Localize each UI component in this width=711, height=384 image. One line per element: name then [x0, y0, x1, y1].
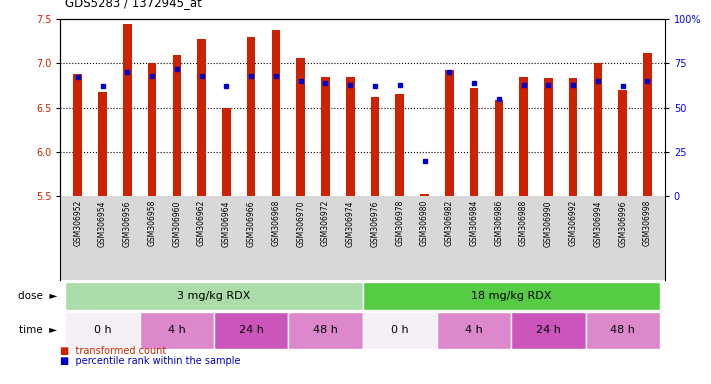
Text: GSM306996: GSM306996 [618, 200, 627, 247]
Text: ■  transformed count: ■ transformed count [60, 346, 166, 356]
Text: 0 h: 0 h [391, 325, 409, 335]
Text: GSM306964: GSM306964 [222, 200, 231, 247]
Bar [594, 63, 602, 196]
Text: GSM306956: GSM306956 [123, 200, 132, 247]
Text: GSM306990: GSM306990 [544, 200, 553, 247]
Bar [395, 94, 404, 196]
Bar [544, 78, 552, 196]
Bar [619, 90, 627, 196]
Text: GSM306994: GSM306994 [594, 200, 602, 247]
Text: 24 h: 24 h [536, 325, 561, 335]
Text: GSM306968: GSM306968 [272, 200, 280, 247]
Text: GSM306976: GSM306976 [370, 200, 380, 247]
Bar [643, 53, 652, 196]
Bar [288, 312, 363, 349]
Text: GSM306970: GSM306970 [296, 200, 305, 247]
Text: GSM306982: GSM306982 [445, 200, 454, 246]
Bar [437, 312, 511, 349]
Text: 4 h: 4 h [168, 325, 186, 335]
Text: time  ►: time ► [18, 325, 57, 335]
Text: 3 mg/kg RDX: 3 mg/kg RDX [177, 291, 250, 301]
Text: GSM306992: GSM306992 [569, 200, 577, 247]
Text: GSM306986: GSM306986 [494, 200, 503, 247]
Text: GSM306998: GSM306998 [643, 200, 652, 247]
Bar [363, 282, 660, 310]
Text: 4 h: 4 h [465, 325, 483, 335]
Text: GSM306962: GSM306962 [197, 200, 206, 247]
Text: GSM306988: GSM306988 [519, 200, 528, 246]
Bar [296, 58, 305, 196]
Text: dose  ►: dose ► [18, 291, 57, 301]
Text: 24 h: 24 h [239, 325, 264, 335]
Bar [65, 312, 139, 349]
Text: GSM306984: GSM306984 [469, 200, 479, 247]
Bar [65, 282, 363, 310]
Text: 18 mg/kg RDX: 18 mg/kg RDX [471, 291, 552, 301]
Bar [346, 77, 355, 196]
Bar [123, 25, 132, 196]
Bar [586, 312, 660, 349]
Text: 0 h: 0 h [94, 325, 112, 335]
Bar [420, 194, 429, 196]
Bar [321, 77, 330, 196]
Bar [214, 312, 288, 349]
Text: GSM306978: GSM306978 [395, 200, 405, 247]
Bar [98, 92, 107, 196]
Text: 48 h: 48 h [610, 325, 635, 335]
Bar [519, 78, 528, 196]
Text: ■  percentile rank within the sample: ■ percentile rank within the sample [60, 356, 241, 366]
Bar [73, 74, 82, 196]
Text: GSM306958: GSM306958 [148, 200, 156, 247]
Text: GSM306954: GSM306954 [98, 200, 107, 247]
Bar [470, 88, 479, 196]
Text: GSM306972: GSM306972 [321, 200, 330, 247]
Bar [197, 39, 206, 196]
Bar [247, 37, 255, 196]
Text: GSM306966: GSM306966 [247, 200, 256, 247]
Bar [445, 70, 454, 196]
Text: GSM306980: GSM306980 [420, 200, 429, 247]
Text: GSM306960: GSM306960 [172, 200, 181, 247]
Text: GDS5283 / 1372945_at: GDS5283 / 1372945_at [65, 0, 202, 8]
Bar [148, 63, 156, 196]
Text: 48 h: 48 h [313, 325, 338, 335]
Bar [272, 30, 280, 196]
Bar [495, 101, 503, 196]
Text: GSM306974: GSM306974 [346, 200, 355, 247]
Bar [370, 97, 380, 196]
Bar [569, 78, 577, 196]
Bar [139, 312, 214, 349]
Bar [222, 108, 230, 196]
Text: GSM306952: GSM306952 [73, 200, 82, 247]
Bar [173, 55, 181, 196]
Bar [511, 312, 586, 349]
Bar [363, 312, 437, 349]
